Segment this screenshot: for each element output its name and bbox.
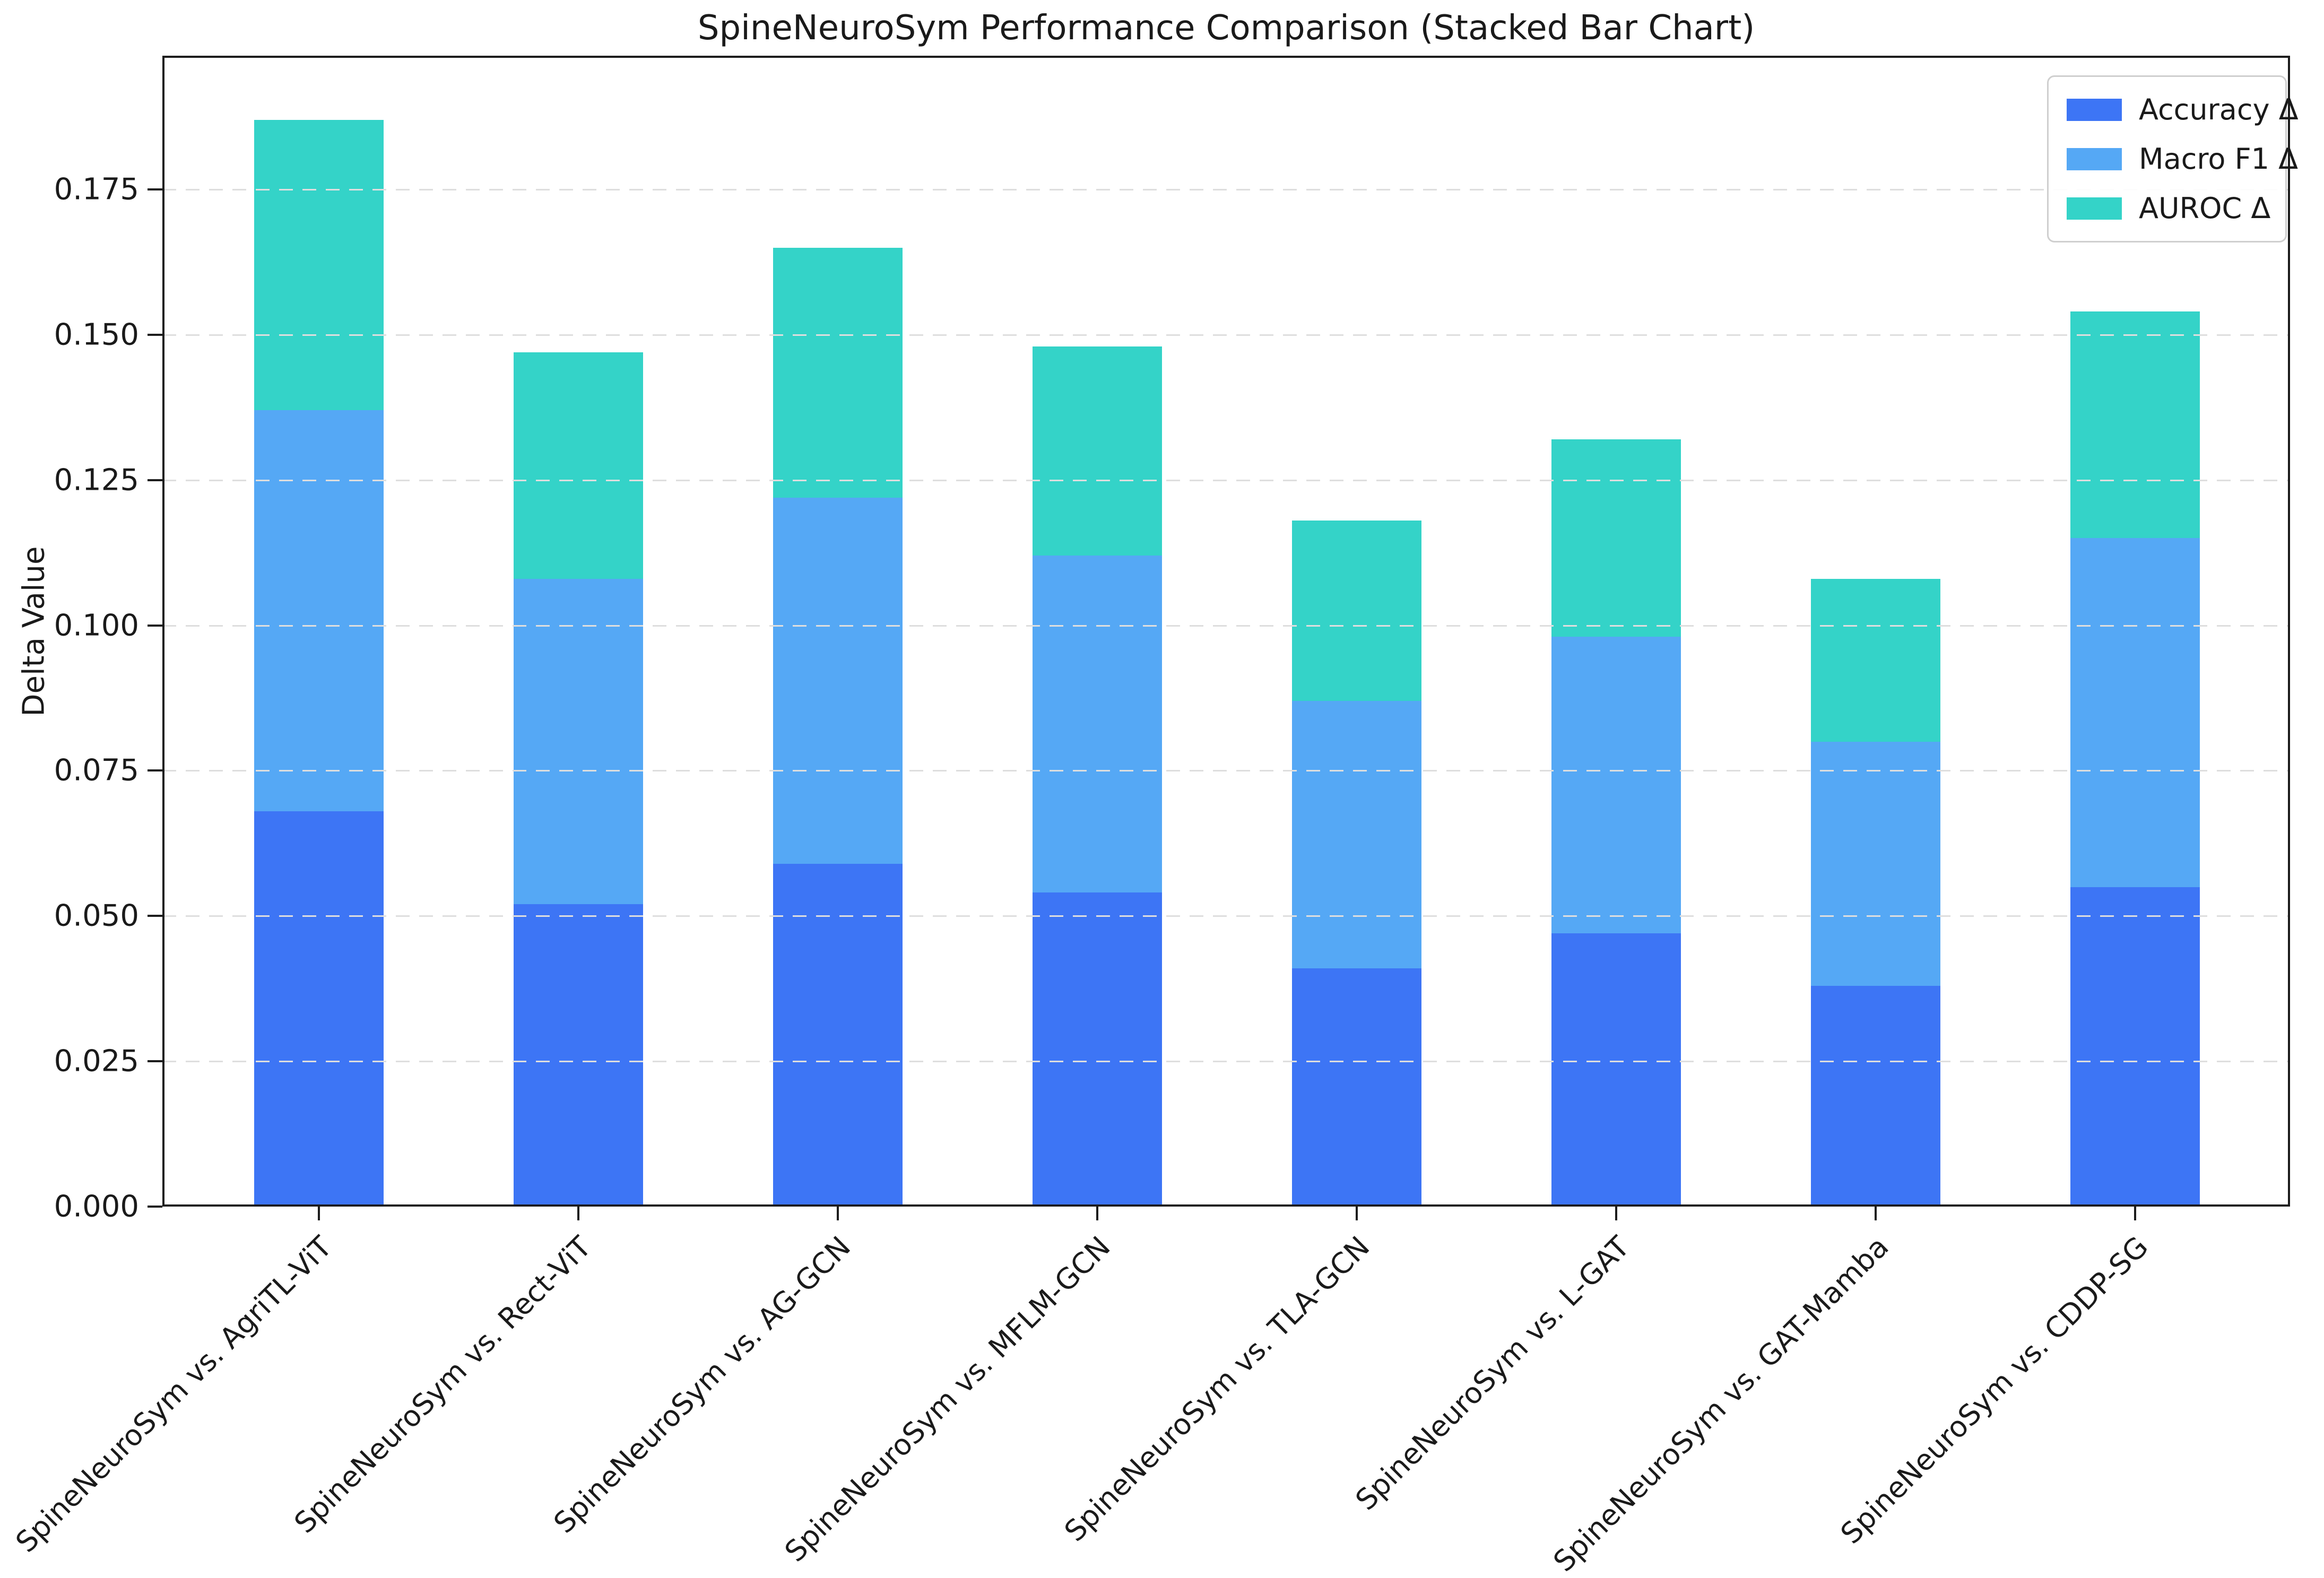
bar-segment (2070, 311, 2200, 538)
x-tick-label: SpineNeuroSym vs. AgriTL-ViT (9, 1230, 338, 1559)
bar-segment (514, 579, 643, 904)
gridline (162, 915, 2290, 917)
y-tick-mark (148, 769, 162, 771)
bar-segment (254, 410, 384, 811)
x-tick-mark (577, 1207, 579, 1220)
gridline (162, 770, 2290, 771)
bar-segment (1033, 556, 1162, 892)
bar-segment (1292, 521, 1421, 701)
legend: Accuracy Δ Macro F1 Δ AUROC Δ (2047, 75, 2287, 242)
gridline (162, 480, 2290, 481)
y-tick-label: 0.075 (33, 753, 139, 788)
bar-segment (1811, 579, 1940, 742)
bar-segment (254, 120, 384, 411)
legend-swatch (2067, 197, 2122, 220)
bar-segment (2070, 538, 2200, 887)
legend-label: Accuracy Δ (2139, 93, 2299, 126)
bar-segment (1292, 701, 1421, 968)
bar-segment (1551, 637, 1681, 933)
y-tick-mark (148, 915, 162, 917)
chart-title: SpineNeuroSym Performance Comparison (St… (162, 8, 2290, 48)
bar-segment (2070, 887, 2200, 1207)
plot-area (162, 56, 2290, 1207)
y-tick-label: 0.150 (33, 317, 139, 352)
bar-segment (514, 904, 643, 1207)
y-tick-mark (148, 334, 162, 336)
bar-segment (1033, 346, 1162, 556)
y-tick-mark (148, 479, 162, 481)
x-tick-label: SpineNeuroSym vs. Rect-ViT (288, 1230, 598, 1540)
bar-segment (773, 498, 903, 864)
legend-item: AUROC Δ (2067, 192, 2267, 225)
x-tick-mark (1356, 1207, 1358, 1220)
bar-segment (773, 248, 903, 498)
y-tick-mark (148, 188, 162, 190)
bar-segment (1033, 892, 1162, 1207)
y-tick-label: 0.050 (33, 899, 139, 933)
x-tick-mark (2134, 1207, 2136, 1220)
x-tick-mark (1615, 1207, 1617, 1220)
x-tick-label: SpineNeuroSym vs. L-GAT (1349, 1230, 1636, 1517)
x-tick-label: SpineNeuroSym vs. CDDP-SG (1834, 1230, 2155, 1550)
gridline (162, 189, 2290, 190)
x-tick-label: SpineNeuroSym vs. AG-GCN (548, 1230, 857, 1540)
y-tick-label: 0.100 (33, 608, 139, 643)
gridline (162, 625, 2290, 627)
bar-segment (1551, 933, 1681, 1207)
legend-swatch (2067, 148, 2122, 170)
bar-segment (1551, 439, 1681, 637)
bar-segment (1811, 742, 1940, 986)
x-tick-mark (1096, 1207, 1098, 1220)
y-tick-label: 0.025 (33, 1044, 139, 1079)
x-tick-label: SpineNeuroSym vs. TLA-GCN (1058, 1230, 1376, 1548)
y-tick-mark (148, 625, 162, 627)
gridline (162, 1061, 2290, 1062)
bar-segment (514, 352, 643, 579)
bar-segment (1811, 986, 1940, 1207)
legend-item: Macro F1 Δ (2067, 142, 2267, 176)
y-tick-mark (148, 1206, 162, 1208)
legend-label: Macro F1 Δ (2139, 142, 2298, 176)
y-tick-label: 0.125 (33, 463, 139, 497)
x-tick-mark (1875, 1207, 1877, 1220)
legend-item: Accuracy Δ (2067, 93, 2267, 126)
legend-label: AUROC Δ (2139, 192, 2270, 225)
x-tick-mark (318, 1207, 320, 1220)
x-tick-mark (837, 1207, 839, 1220)
y-tick-label: 0.000 (33, 1190, 139, 1224)
bar-segment (254, 811, 384, 1207)
y-tick-label: 0.175 (33, 172, 139, 206)
plot-border (162, 56, 2290, 1207)
y-tick-mark (148, 1060, 162, 1062)
bar-segment (1292, 968, 1421, 1207)
legend-swatch (2067, 99, 2122, 121)
gridline (162, 334, 2290, 336)
